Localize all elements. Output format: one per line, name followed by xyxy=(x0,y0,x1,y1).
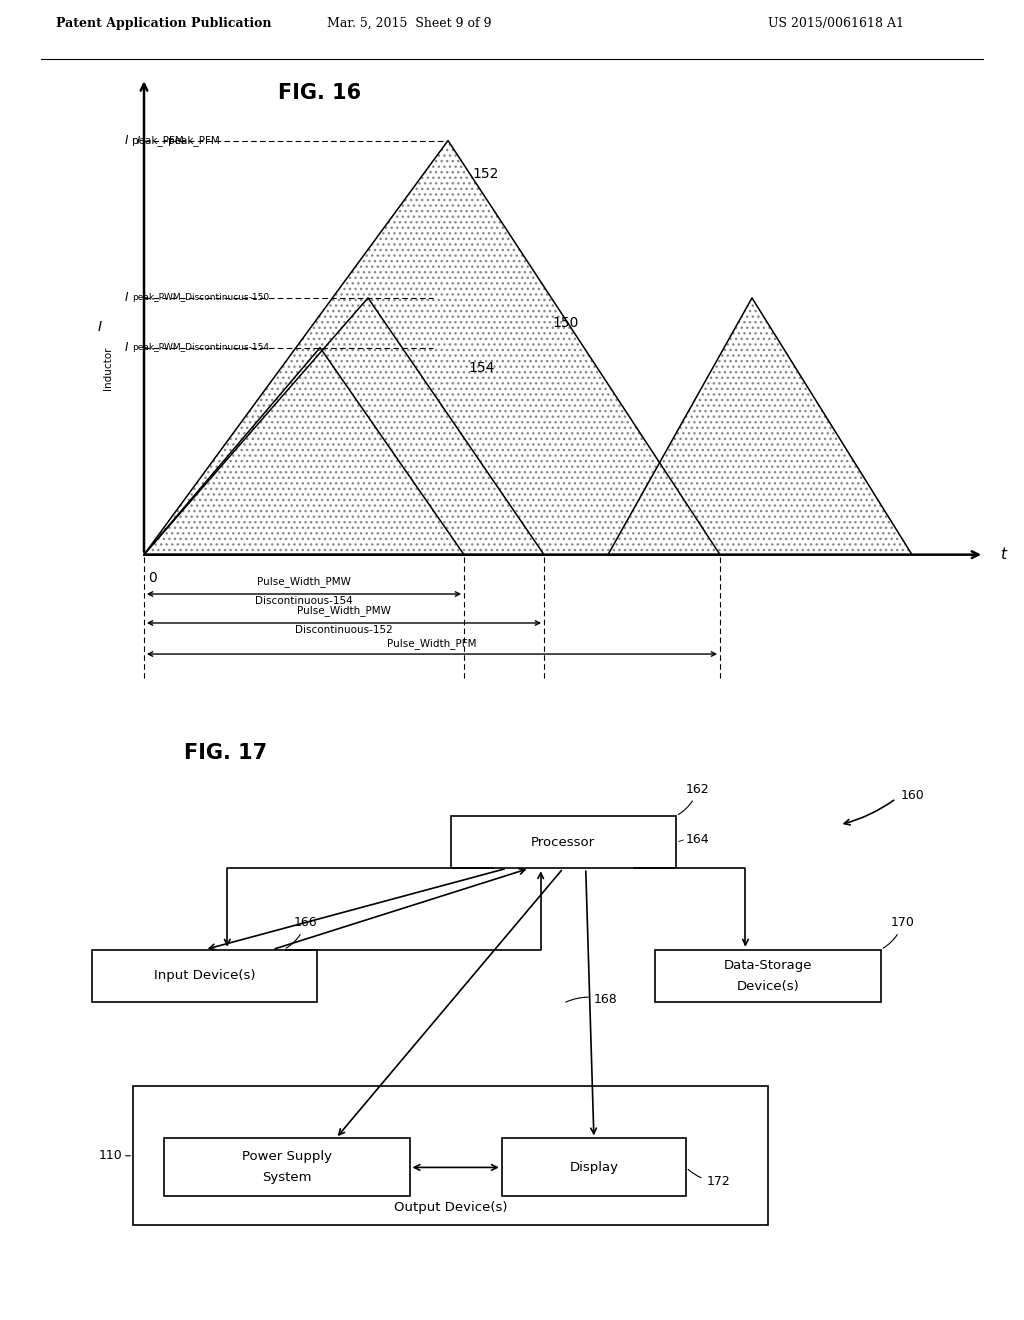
Text: Discontinuous-152: Discontinuous-152 xyxy=(295,626,393,635)
Text: Patent Application Publication: Patent Application Publication xyxy=(56,17,271,30)
Text: t: t xyxy=(1000,548,1006,562)
Text: Processor: Processor xyxy=(531,836,595,849)
Polygon shape xyxy=(144,347,464,554)
Text: 160: 160 xyxy=(901,789,925,803)
Text: 154: 154 xyxy=(468,362,495,375)
Text: 168: 168 xyxy=(565,994,617,1006)
Text: Input Device(s): Input Device(s) xyxy=(154,969,256,982)
Text: Data-Storage: Data-Storage xyxy=(724,958,812,972)
Text: Pulse_Width_PMW: Pulse_Width_PMW xyxy=(297,605,391,616)
Text: FIG. 16: FIG. 16 xyxy=(279,83,361,103)
Bar xyxy=(655,949,881,1002)
Text: Mar. 5, 2015  Sheet 9 of 9: Mar. 5, 2015 Sheet 9 of 9 xyxy=(328,17,492,30)
Text: 172: 172 xyxy=(688,1170,730,1188)
Text: I: I xyxy=(125,292,128,305)
Text: Output Device(s): Output Device(s) xyxy=(394,1201,507,1214)
Text: Pulse_Width_PFM: Pulse_Width_PFM xyxy=(387,638,477,649)
Text: I: I xyxy=(125,135,128,147)
Text: Inductor: Inductor xyxy=(103,347,113,389)
Bar xyxy=(133,1086,768,1225)
Text: 110: 110 xyxy=(99,1150,123,1163)
Text: Pulse_Width_PMW: Pulse_Width_PMW xyxy=(257,576,351,587)
Text: peak_PWM_Discontinucus-154: peak_PWM_Discontinucus-154 xyxy=(132,343,269,352)
Text: I: I xyxy=(125,341,128,354)
Polygon shape xyxy=(144,298,544,554)
Bar xyxy=(502,1138,686,1196)
Bar xyxy=(92,949,317,1002)
Polygon shape xyxy=(144,140,720,554)
Bar xyxy=(451,816,676,869)
Text: Display: Display xyxy=(569,1160,618,1173)
Text: peak_PWM_Discontinucus-150: peak_PWM_Discontinucus-150 xyxy=(132,293,269,302)
Text: System: System xyxy=(262,1171,311,1184)
Text: FIG. 17: FIG. 17 xyxy=(183,743,267,763)
Text: Device(s): Device(s) xyxy=(736,979,800,993)
Text: 162: 162 xyxy=(678,783,710,814)
Text: peak_PFM: peak_PFM xyxy=(168,135,220,147)
Text: 0: 0 xyxy=(148,572,157,585)
Text: Power Supply: Power Supply xyxy=(242,1151,332,1163)
Text: US 2015/0061618 A1: US 2015/0061618 A1 xyxy=(768,17,904,30)
Text: peak_PFM: peak_PFM xyxy=(132,135,183,147)
Text: 170: 170 xyxy=(883,916,914,948)
Text: 166: 166 xyxy=(286,916,317,948)
Text: Discontinuous-154: Discontinuous-154 xyxy=(255,597,353,606)
Text: 152: 152 xyxy=(472,166,499,181)
Polygon shape xyxy=(608,298,912,554)
Text: I: I xyxy=(137,136,140,145)
Text: 150: 150 xyxy=(552,315,579,330)
Bar xyxy=(164,1138,410,1196)
Text: 164: 164 xyxy=(686,833,710,846)
Text: I: I xyxy=(98,319,102,334)
